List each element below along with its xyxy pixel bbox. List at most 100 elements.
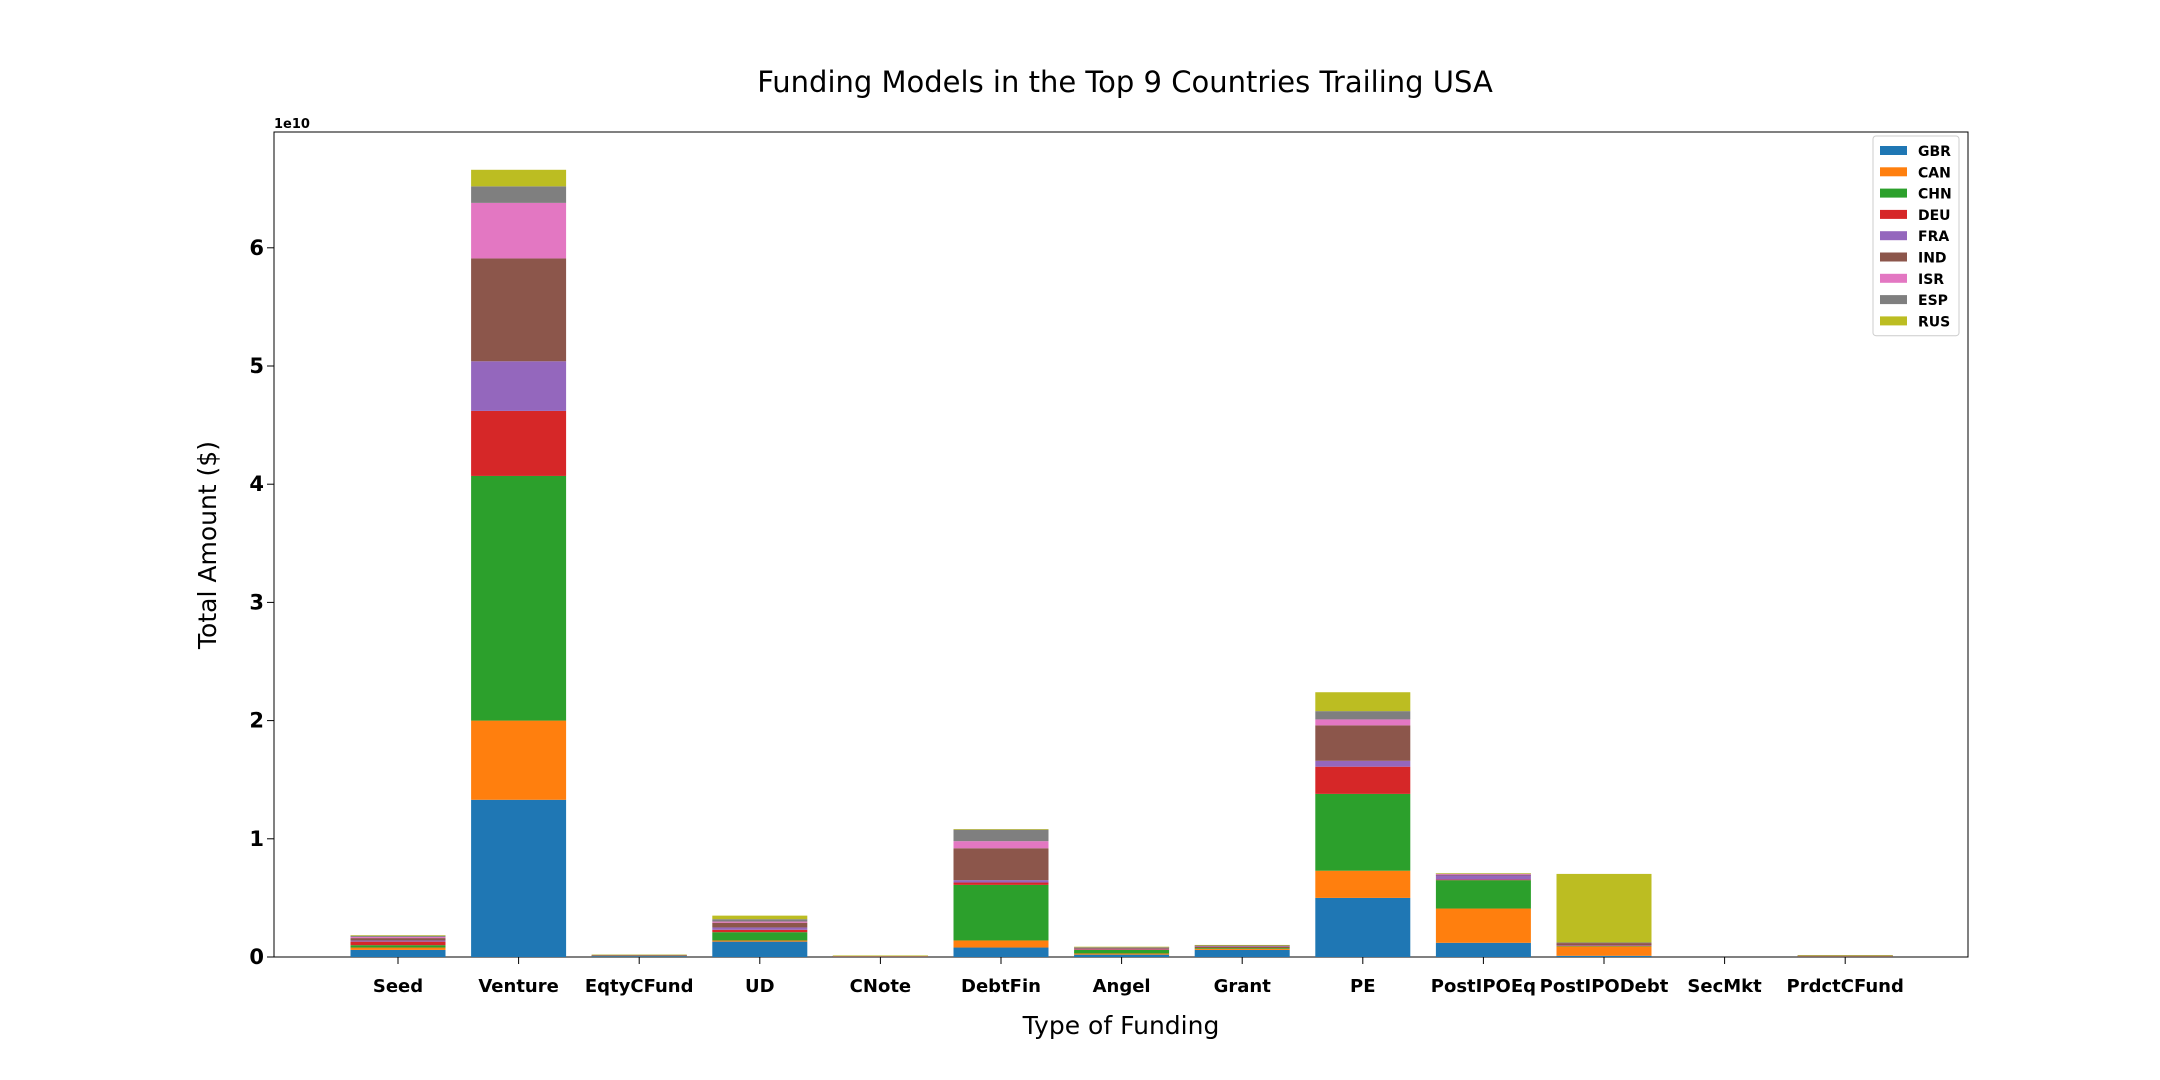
x-tick-label: PostIPOEq — [1431, 976, 1536, 997]
bar-segment-pe-chn — [1315, 793, 1411, 871]
bar-segment-seed-can — [350, 947, 446, 950]
x-axis: Seed Venture EqtyCFund UD CNote DebtFin Angel G… — [373, 957, 1904, 997]
x-tick-label: Angel — [1093, 976, 1151, 997]
bar-segment-venture-deu — [471, 410, 567, 476]
x-tick-label: EqtyCFund — [585, 976, 694, 997]
bar-segment-seed-gbr — [350, 949, 446, 957]
bar-segment-grant-can — [1194, 948, 1290, 950]
legend-label-esp: ESP — [1918, 293, 1948, 309]
x-tick-label: PrdctCFund — [1787, 976, 1904, 997]
bar-segment-angel-deu — [1074, 949, 1170, 950]
bar-segment-postipodebt-chn — [1556, 945, 1652, 947]
bar-segment-debtfin-chn — [953, 884, 1049, 941]
bar-segment-pe-gbr — [1315, 897, 1411, 957]
y-scale-label: 1e10 — [274, 117, 310, 132]
bar-segment-postipoeq-can — [1435, 908, 1531, 943]
legend-swatch-isr — [1880, 273, 1907, 283]
bar-segment-ud-gbr — [712, 941, 808, 957]
legend-label-gbr: GBR — [1918, 144, 1951, 160]
bar-segment-debtfin-ind — [953, 848, 1049, 881]
bar-segment-cnote-rus — [832, 955, 928, 957]
bar-segment-pe-isr — [1315, 719, 1411, 726]
bar-segment-postipoeq-fra — [1435, 874, 1531, 880]
y-tick-label: 6 — [249, 236, 264, 260]
x-tick-label: SecMkt — [1687, 976, 1762, 997]
bar-segment-postipoeq-rus — [1435, 873, 1531, 874]
bar-segment-angel-chn — [1074, 949, 1170, 954]
bar-segment-angel-fra — [1074, 948, 1170, 950]
bar-segment-ud-ind — [712, 922, 808, 928]
bar-segment-venture-isr — [471, 202, 567, 259]
bar-segment-pe-fra — [1315, 760, 1411, 767]
bar-segment-postipoeq-deu — [1435, 879, 1531, 881]
x-tick-label: Venture — [478, 976, 558, 997]
bar-segment-seed-deu — [350, 941, 446, 946]
bar-segment-debtfin-gbr — [953, 947, 1049, 957]
bar-segment-postipodebt-rus — [1556, 873, 1652, 943]
bar-segment-grant-fra — [1194, 946, 1290, 947]
legend-swatch-can — [1880, 167, 1907, 177]
bar-segment-angel-ind — [1074, 947, 1170, 949]
bar-segment-grant-rus — [1194, 944, 1290, 946]
y-axis: 0 1 2 3 4 5 6 — [249, 236, 274, 969]
bar-segment-venture-rus — [471, 169, 567, 187]
bar-segment-ud-can — [712, 940, 808, 942]
bar-segment-seed-isr — [350, 936, 446, 939]
bar-segment-venture-gbr — [471, 799, 567, 957]
bar-segment-postipoeq-ind — [1435, 874, 1531, 876]
y-tick-label: 1 — [249, 827, 264, 851]
bar-segment-venture-esp — [471, 186, 567, 203]
legend-box — [1872, 135, 1960, 337]
bar-segment-venture-fra — [471, 361, 567, 411]
legend-label-can: CAN — [1918, 165, 1951, 181]
legend-swatch-deu — [1880, 209, 1907, 219]
bar-segment-grant-chn — [1194, 947, 1290, 949]
bar-segment-angel-gbr — [1074, 954, 1170, 957]
bar-segment-postipoeq-isr — [1435, 873, 1531, 875]
x-tick-label: UD — [745, 976, 775, 997]
bar-segment-prdctcfund-rus — [1797, 955, 1893, 956]
y-tick-label: 4 — [249, 472, 264, 496]
legend-label-deu: DEU — [1918, 208, 1951, 224]
bar-segment-debtfin-fra — [953, 880, 1049, 883]
bar-segment-grant-deu — [1194, 946, 1290, 948]
legend-label-ind: IND — [1918, 251, 1947, 267]
y-tick-label: 0 — [249, 945, 264, 969]
legend-swatch-chn — [1880, 188, 1907, 198]
bar-segment-seed-chn — [350, 945, 446, 948]
bar-segment-grant-gbr — [1194, 949, 1290, 957]
x-tick-label: PostIPODebt — [1540, 976, 1669, 997]
bar-segment-angel-esp — [1074, 947, 1170, 948]
bar-segment-debtfin-rus — [953, 829, 1049, 830]
bar-segment-ud-esp — [712, 919, 808, 922]
bar-segment-ud-chn — [712, 932, 808, 941]
bar-segment-postipodebt-ind — [1556, 942, 1652, 946]
legend-swatch-gbr — [1880, 146, 1907, 155]
x-tick-label: CNote — [850, 976, 911, 997]
bar-segment-grant-esp — [1194, 945, 1290, 947]
y-axis-label: Total Amount ($) — [193, 441, 222, 650]
bar-segment-postipodebt-can — [1556, 946, 1652, 956]
bar-segment-angel-can — [1074, 953, 1170, 955]
bar-segment-ud-fra — [712, 927, 808, 930]
bar-segment-postipoeq-gbr — [1435, 942, 1531, 957]
bar-segment-postipoeq-chn — [1435, 880, 1531, 909]
x-tick-label: PE — [1350, 976, 1376, 997]
legend-swatch-ind — [1880, 252, 1907, 262]
bar-segment-debtfin-esp — [953, 829, 1049, 842]
bar-segment-eqtycfund-rus — [591, 954, 687, 956]
bar-segment-ud-rus — [712, 915, 808, 920]
bar-segment-postipodebt-fra — [1556, 945, 1652, 946]
bar-segment-seed-esp — [350, 935, 446, 937]
bar-segment-postipodebt-gbr — [1556, 955, 1652, 957]
bar-segment-angel-rus — [1074, 946, 1170, 948]
bar-segment-ud-deu — [712, 929, 808, 933]
bar-segment-seed-rus — [350, 935, 446, 936]
bar-segment-venture-chn — [471, 475, 567, 721]
bar-segment-venture-can — [471, 720, 567, 800]
legend: GBR CAN CHN DEU FRA IND ISR ESP RUS — [1872, 135, 1960, 337]
bar-segment-debtfin-isr — [953, 841, 1049, 849]
bar-segment-pe-esp — [1315, 711, 1411, 720]
bar-segment-pe-ind — [1315, 725, 1411, 761]
